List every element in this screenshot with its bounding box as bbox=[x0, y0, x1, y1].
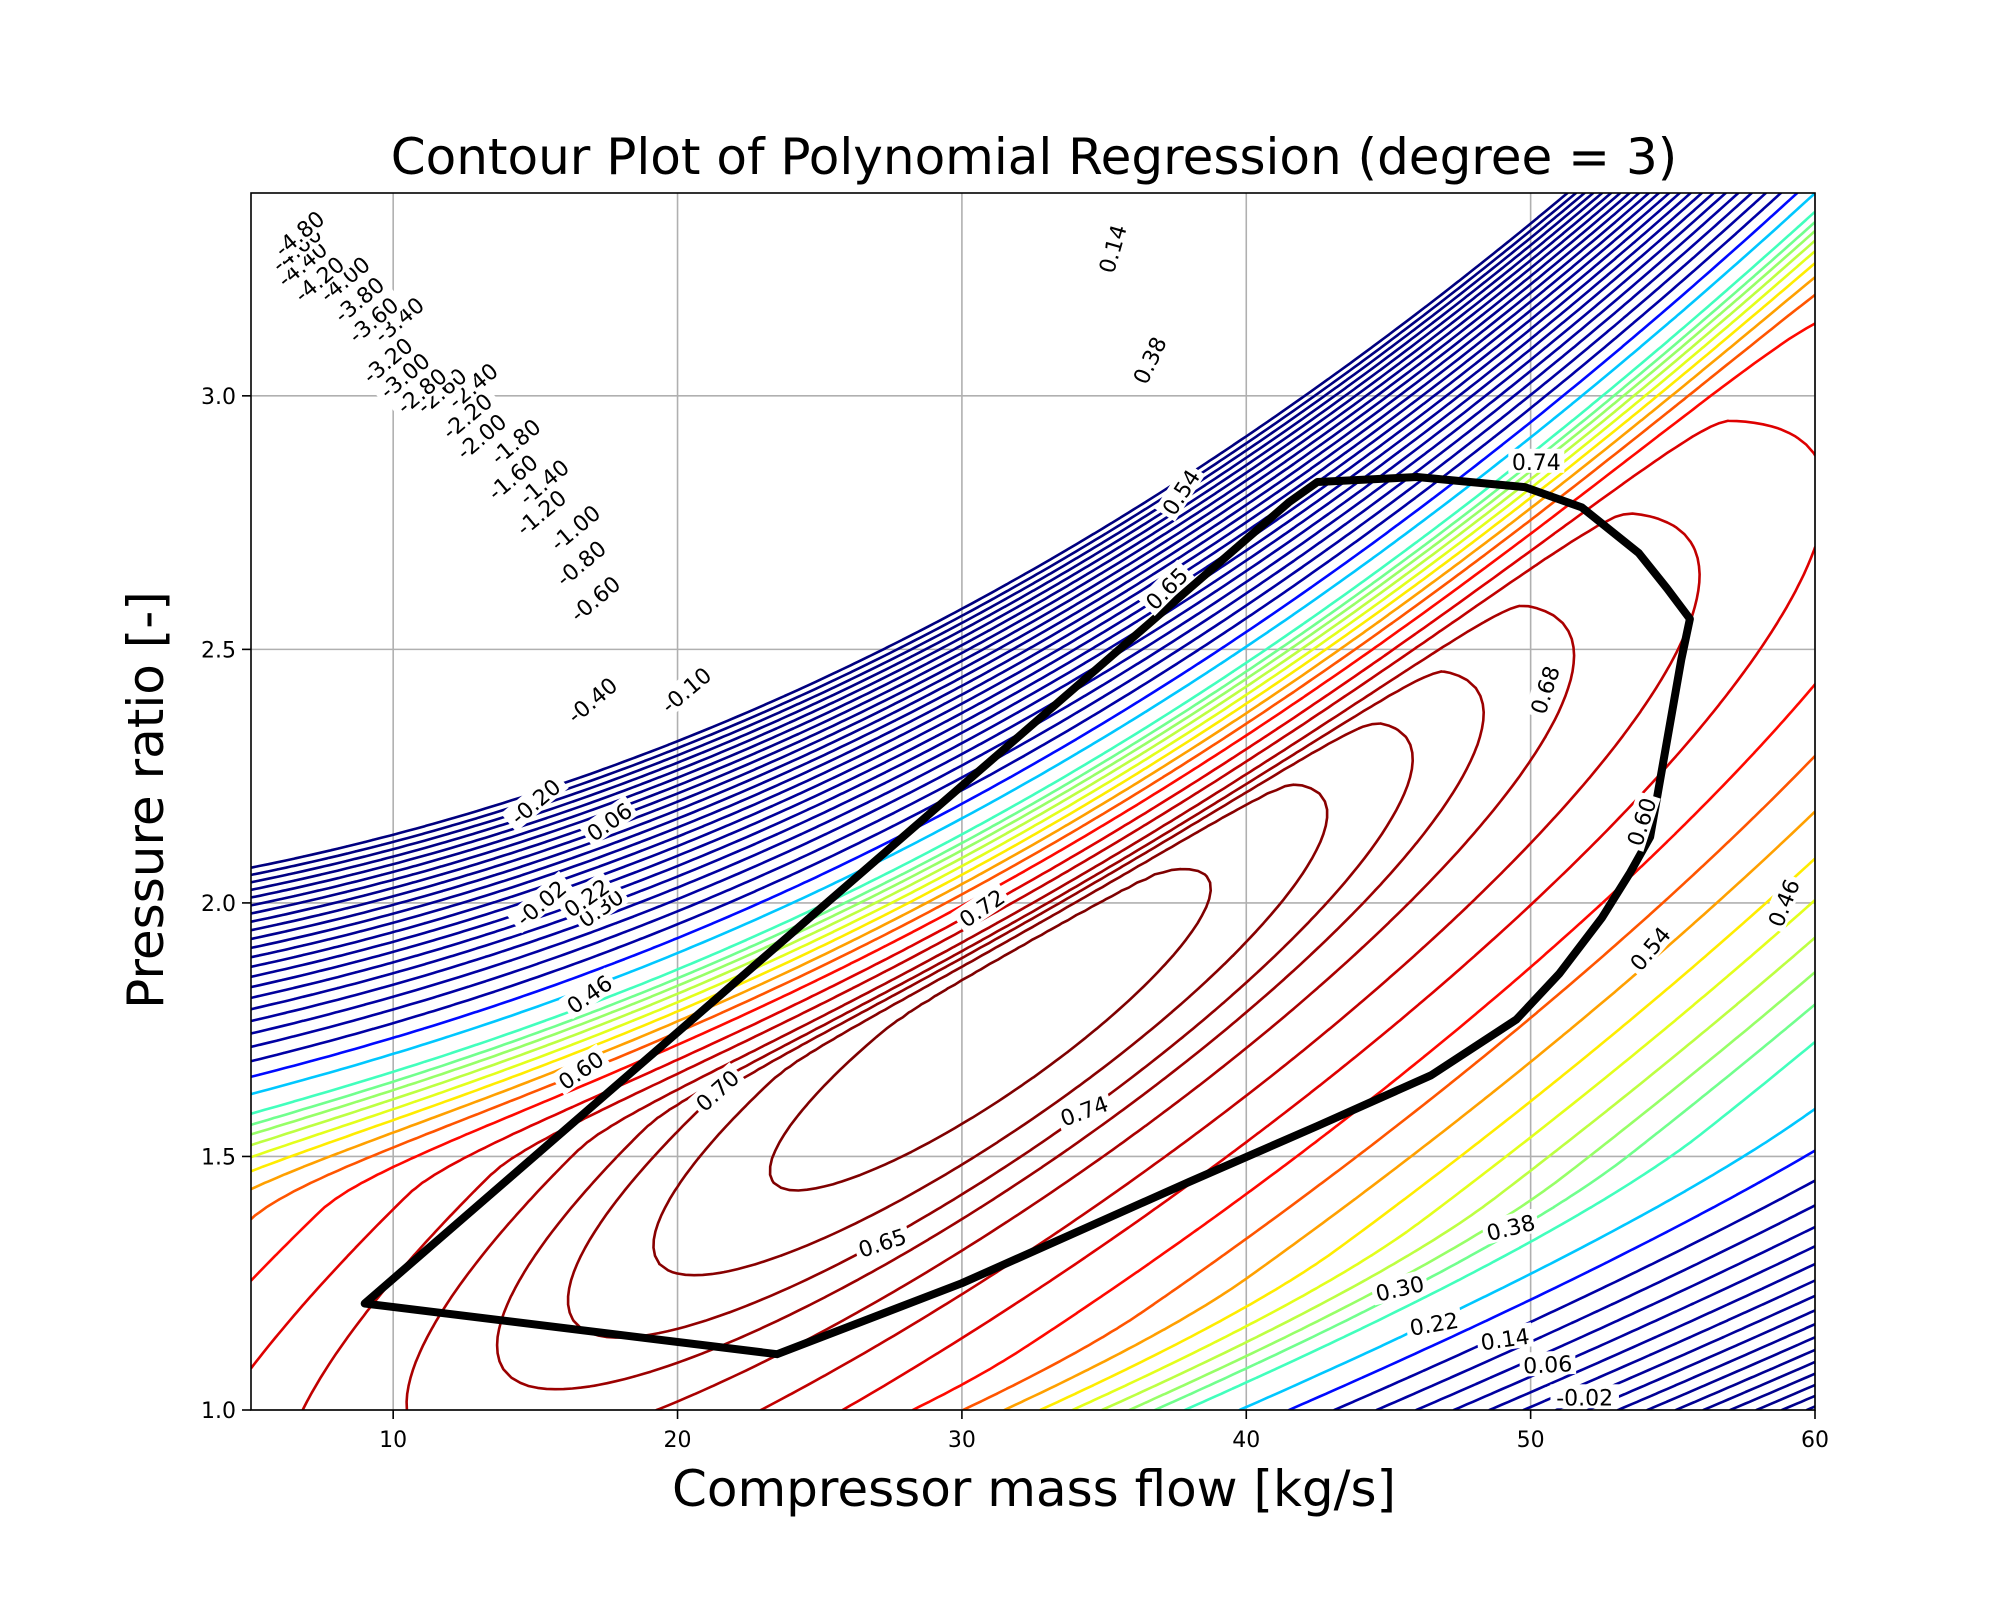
contour-label-bg bbox=[1622, 918, 1677, 978]
contour-label-bg bbox=[1475, 1322, 1535, 1354]
contour-label-bg bbox=[324, 267, 393, 330]
x-tick-label: 40 bbox=[1232, 1428, 1260, 1453]
contour-label-text: 0.74 bbox=[1512, 451, 1561, 476]
contour-line bbox=[405, 604, 1576, 1410]
contour-label-bg bbox=[370, 343, 438, 406]
contour-line bbox=[251, 210, 1815, 1410]
contour-label-bg bbox=[1519, 1349, 1577, 1377]
contour-label: 0.74 bbox=[1508, 448, 1565, 476]
y-tick-label: 3.0 bbox=[201, 385, 236, 410]
contour-label-bg bbox=[1480, 1208, 1541, 1245]
x-tick-label: 20 bbox=[664, 1428, 692, 1453]
y-tick-label: 1.0 bbox=[201, 1399, 236, 1424]
chart-title: Contour Plot of Polynomial Regression (d… bbox=[391, 128, 1678, 186]
contour-label-bg bbox=[1523, 659, 1565, 720]
contour-label-bg bbox=[851, 1221, 913, 1262]
contour-line bbox=[495, 670, 1485, 1391]
y-axis: 1.0 1.5 2.0 2.5 3.0 bbox=[201, 385, 251, 1424]
contour-labels: 0.740.680.600.540.460.380.300.22 0.140.06… bbox=[261, 201, 1806, 1411]
contour-label-bg bbox=[1053, 1089, 1115, 1131]
contour-label: 0.68 bbox=[1523, 659, 1566, 720]
contour-lines bbox=[251, 193, 1815, 1410]
contour-label-bg bbox=[500, 769, 569, 832]
contour-label-bg bbox=[284, 247, 353, 310]
contour-line bbox=[251, 193, 1815, 1410]
contour-line bbox=[251, 193, 1815, 1410]
contour-label-bg bbox=[338, 287, 407, 351]
contour-line bbox=[251, 249, 1815, 1410]
contour-label-text: 0.06 bbox=[1523, 1352, 1573, 1380]
contour-label-bg bbox=[1154, 461, 1206, 522]
contour-line bbox=[251, 193, 1815, 1410]
contour-label-bg bbox=[556, 871, 616, 923]
contour-label-bg bbox=[1137, 559, 1195, 617]
contour-line bbox=[251, 193, 1815, 1410]
contour-line bbox=[768, 867, 1212, 1192]
contour-line bbox=[251, 193, 1815, 1410]
contour-line bbox=[251, 193, 1815, 1410]
contour-label-bg bbox=[1761, 872, 1805, 933]
contour-label-bg bbox=[951, 881, 1012, 933]
contour-label-text: -0.02 bbox=[1556, 1386, 1613, 1411]
contour-line bbox=[251, 193, 1815, 1410]
contour-label: -0.02 bbox=[1550, 1384, 1619, 1411]
contour-label-bg bbox=[546, 531, 615, 594]
x-tick-label: 30 bbox=[948, 1428, 976, 1453]
contour-label: 0.06 bbox=[1519, 1349, 1577, 1380]
contour-label-bg bbox=[438, 353, 507, 417]
y-tick-label: 2.0 bbox=[201, 892, 236, 917]
contour-label-bg bbox=[1092, 218, 1131, 279]
x-axis: 10 20 30 40 50 60 bbox=[379, 1410, 1829, 1453]
contour-label-bg bbox=[550, 1043, 611, 1096]
contour-label-bg bbox=[1620, 791, 1661, 852]
contour-label-bg bbox=[406, 358, 475, 422]
x-tick-label: 60 bbox=[1801, 1428, 1829, 1453]
contour-label-bg bbox=[687, 1062, 746, 1118]
y-axis-label: Pressure ratio [-] bbox=[117, 591, 175, 1009]
contour-line bbox=[251, 322, 1815, 1410]
operating-envelope bbox=[360, 473, 1694, 1359]
x-axis-label: Compressor mass flow [kg/s] bbox=[672, 1460, 1396, 1518]
contour-label-bg bbox=[570, 881, 631, 934]
contour-line bbox=[652, 783, 1329, 1277]
contour-label-bg bbox=[557, 668, 626, 731]
contour-label-bg bbox=[352, 328, 421, 391]
contour-label-bg bbox=[578, 795, 639, 847]
contour-label-bg bbox=[540, 495, 609, 559]
contour-label-bg bbox=[506, 480, 575, 543]
contour-label-bg bbox=[559, 967, 619, 1020]
contour-label-bg bbox=[267, 232, 336, 295]
contour-label-bg bbox=[446, 404, 515, 467]
contour-label-bg bbox=[1125, 329, 1172, 391]
contour-line bbox=[251, 193, 1604, 899]
x-tick-label: 50 bbox=[1517, 1428, 1545, 1453]
y-tick-label: 2.5 bbox=[201, 638, 236, 663]
contour-label-bg bbox=[506, 870, 575, 934]
contour-label-bg bbox=[264, 201, 333, 265]
contour-label-bg bbox=[387, 358, 455, 422]
contour-label-bg bbox=[480, 409, 549, 472]
contour-label: 0.22 bbox=[1404, 1306, 1464, 1342]
envelope-line bbox=[360, 473, 1694, 1359]
plot-frame bbox=[250, 192, 1816, 1411]
contour-label-bg bbox=[1369, 1269, 1430, 1306]
contour-line bbox=[251, 193, 1586, 884]
contour-label: 0.60 bbox=[1620, 791, 1662, 852]
contour-label-bg bbox=[1550, 1384, 1619, 1409]
contour-label-bg bbox=[364, 287, 433, 351]
contour-label-bg bbox=[509, 450, 578, 513]
contour-line bbox=[251, 193, 1815, 1410]
contour-label-bg bbox=[432, 384, 501, 447]
contour-label-bg bbox=[651, 657, 720, 721]
x-tick-label: 10 bbox=[379, 1428, 407, 1453]
contour-label-bg bbox=[310, 247, 379, 310]
contour-label-bg bbox=[1508, 448, 1565, 473]
y-tick-label: 1.5 bbox=[201, 1145, 236, 1170]
contour-label-bg bbox=[560, 566, 629, 630]
contour-label-bg bbox=[1404, 1306, 1464, 1340]
contour-label-bg bbox=[478, 445, 546, 508]
contour-line bbox=[251, 193, 1595, 892]
